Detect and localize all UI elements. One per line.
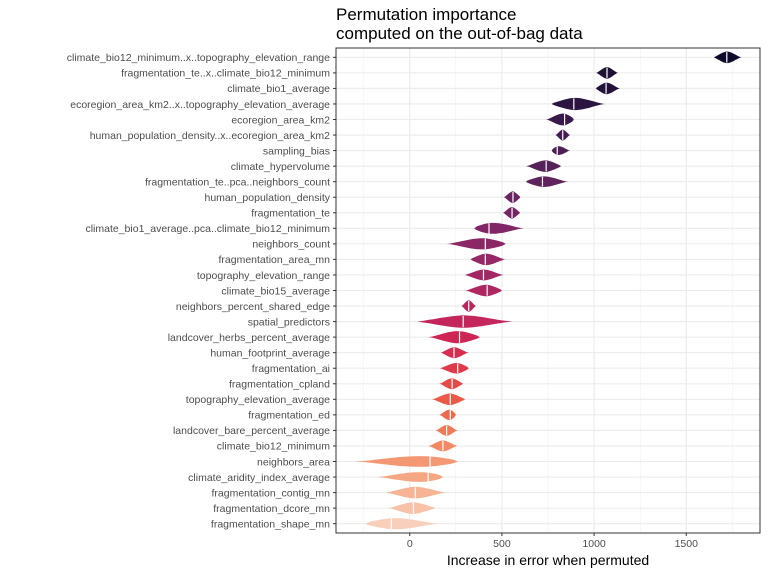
x-tick-labels: 0 500 1000 1500 <box>407 533 698 550</box>
y-tick-label: fragmentation_area_mn <box>219 254 331 266</box>
y-tick-label: sampling_bias <box>263 145 330 157</box>
violin-climate_bio1_average <box>595 82 620 95</box>
violin-fragmentation_ed <box>439 409 456 420</box>
violin-fragmentation_shape_mn <box>365 518 440 530</box>
violin-fragmentation_contig_mn <box>385 486 447 499</box>
violin-climate_bio1_average..pca..climate_bio12_minimum <box>474 222 524 234</box>
y-tick-label: fragmentation_te..pca..neighbors_count <box>145 176 330 188</box>
violin-fragmentation_ai <box>439 362 469 374</box>
violin-climate_hypervolume <box>525 160 561 172</box>
y-tick-label: neighbors_percent_shared_edge <box>176 301 330 313</box>
chart-subtitle: computed on the out-of-bag data <box>336 24 583 43</box>
y-tick-label: fragmentation_ed <box>248 410 330 422</box>
x-axis-label: Increase in error when permuted <box>447 552 649 568</box>
y-tick-label: fragmentation_ai <box>252 363 330 375</box>
y-tick-label: fragmentation_te <box>251 208 330 220</box>
y-tick-label: landcover_bare_percent_average <box>173 425 330 437</box>
y-tick-label: ecoregion_area_km2..x..topography_elevat… <box>70 99 330 111</box>
violin-neighbors_area <box>354 456 458 467</box>
y-tick-label: climate_aridity_index_average <box>188 472 330 484</box>
violin-marks <box>354 51 742 530</box>
violin-human_footprint_average <box>441 347 469 359</box>
grid-lines <box>336 48 760 533</box>
y-tick-label: climate_bio1_average..pca..climate_bio12… <box>85 223 330 235</box>
y-tick-labels: climate_bio12_minimum..x..topography_ele… <box>67 52 336 530</box>
x-tick-label: 500 <box>493 538 511 550</box>
y-tick-label: fragmentation_contig_mn <box>212 487 331 499</box>
x-tick-label: 1500 <box>675 538 699 550</box>
violin-ecoregion_area_km2 <box>546 113 574 126</box>
y-tick-label: human_population_density..x..ecoregion_a… <box>90 130 330 142</box>
violin-fragmentation_dcore_mn <box>387 502 436 514</box>
violin-human_population_density <box>503 191 521 203</box>
violin-fragmentation_area_mn <box>470 253 506 266</box>
y-tick-label: climate_bio12_minimum <box>217 441 330 453</box>
y-tick-label: fragmentation_cpland <box>229 379 330 391</box>
violin-climate_bio12_minimum..x..topography_elevation_range <box>713 51 742 64</box>
y-tick-label: neighbors_count <box>252 239 330 251</box>
y-tick-label: climate_bio12_minimum..x..topography_ele… <box>67 52 330 64</box>
violin-topography_elevation_average <box>431 393 465 406</box>
y-tick-label: topography_elevation_average <box>186 394 330 406</box>
violin-topography_elevation_range <box>465 269 504 281</box>
y-tick-label: human_population_density <box>204 192 330 204</box>
y-tick-label: neighbors_area <box>257 456 330 468</box>
y-tick-label: fragmentation_shape_mn <box>211 518 330 530</box>
y-tick-label: climate_hypervolume <box>231 161 330 173</box>
y-tick-label: climate_bio1_average <box>227 83 330 95</box>
y-tick-label: climate_bio15_average <box>221 285 330 297</box>
violin-ecoregion_area_km2..x..topography_elevation_average <box>551 97 606 111</box>
y-tick-label: fragmentation_dcore_mn <box>213 503 330 515</box>
violin-fragmentation_cpland <box>439 378 464 390</box>
y-tick-label: ecoregion_area_km2 <box>231 114 330 126</box>
x-tick-label: 1000 <box>582 538 606 550</box>
violin-climate_bio15_average <box>465 284 502 297</box>
y-tick-label: landcover_herbs_percent_average <box>168 332 330 344</box>
y-tick-label: topography_elevation_range <box>197 270 330 282</box>
violin-climate_aridity_index_average <box>376 472 443 482</box>
chart-title: Permutation importance <box>336 5 516 24</box>
y-tick-label: fragmentation_te..x..climate_bio12_minim… <box>121 68 330 80</box>
x-tick-label: 0 <box>407 538 413 550</box>
violin-neighbors_count <box>446 238 506 250</box>
y-tick-label: spatial_predictors <box>248 316 330 328</box>
violin-sampling_bias <box>551 146 571 155</box>
y-tick-label: human_footprint_average <box>210 347 330 359</box>
violin-fragmentation_te..pca..neighbors_count <box>525 176 569 187</box>
violin-landcover_herbs_percent_average <box>428 331 480 344</box>
violin-spatial_predictors <box>417 315 513 328</box>
